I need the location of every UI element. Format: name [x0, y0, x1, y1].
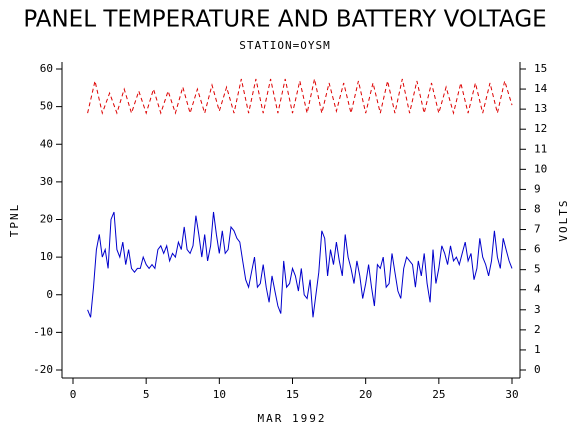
y-tick-label: -10 — [33, 325, 53, 338]
subtitle: STATION=OYSM — [239, 39, 330, 52]
y-tick-label: 30 — [40, 175, 53, 188]
y-tick-label: 10 — [40, 250, 53, 263]
x-tick-label: 25 — [432, 388, 445, 401]
x-tick-label: 15 — [286, 388, 299, 401]
y2-tick-label: 4 — [534, 283, 541, 296]
y2-tick-label: 2 — [534, 323, 541, 336]
y-tick-label: 40 — [40, 137, 53, 150]
x-tick-label: 10 — [213, 388, 226, 401]
y2-tick-label: 11 — [534, 142, 547, 155]
x-tick-label: 0 — [70, 388, 77, 401]
chart-title: PANEL TEMPERATURE AND BATTERY VOLTAGE — [23, 7, 546, 33]
y2-tick-label: 9 — [534, 182, 541, 195]
y2-tick-label: 10 — [534, 162, 547, 175]
y2-tick-label: 14 — [534, 82, 548, 95]
y-tick-label: 20 — [40, 213, 53, 226]
y2-tick-label: 13 — [534, 102, 547, 115]
y2-tick-label: 12 — [534, 122, 547, 135]
y2-tick-label: 8 — [534, 202, 541, 215]
y2-tick-label: 7 — [534, 223, 541, 236]
y2-tick-label: 1 — [534, 343, 541, 356]
data-line — [87, 78, 513, 116]
x-tick-label: 30 — [505, 388, 518, 401]
y-tick-label: 60 — [40, 62, 53, 75]
x-tick-label: 20 — [359, 388, 372, 401]
y2-tick-label: 5 — [534, 263, 541, 276]
y2-tick-label: 3 — [534, 303, 541, 316]
y-tick-label: -20 — [33, 363, 53, 376]
data-line — [87, 211, 513, 318]
y-axis-label: TPNL — [8, 203, 21, 238]
y2-axis-label: VOLTS — [557, 198, 570, 241]
y-tick-label: 50 — [40, 100, 53, 113]
y2-tick-label: 6 — [534, 243, 541, 256]
x-tick-label: 5 — [143, 388, 150, 401]
y2-tick-label: 0 — [534, 363, 541, 376]
y-tick-label: 0 — [46, 288, 53, 301]
y2-tick-label: 15 — [534, 62, 547, 75]
x-axis-label: MAR 1992 — [258, 412, 327, 425]
